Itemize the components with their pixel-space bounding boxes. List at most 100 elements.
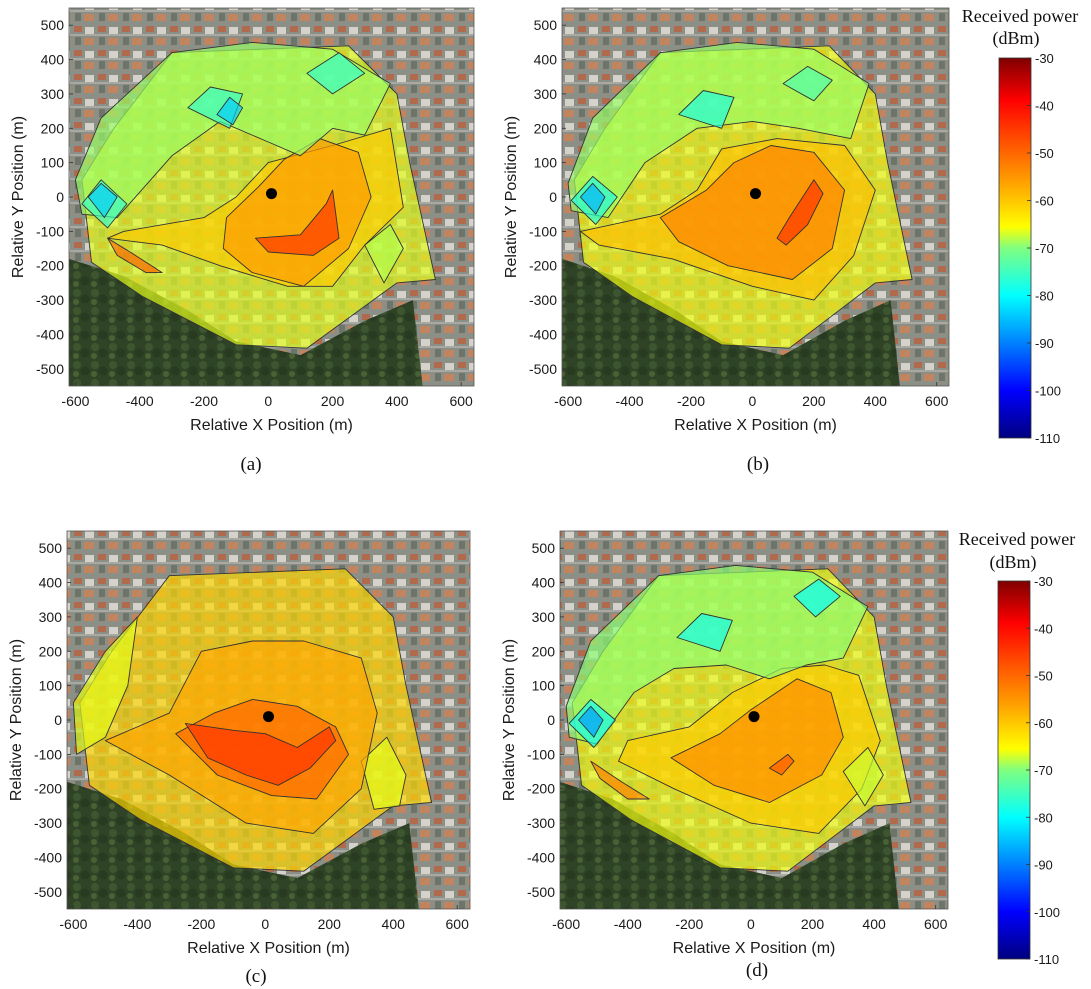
x-tick-label: 200 <box>318 916 342 932</box>
y-axis-label: Relative Y Position (m) <box>8 639 25 801</box>
contour-level-3 <box>776 179 824 246</box>
y-tick-label: 100 <box>534 155 558 171</box>
y-tick-label: 200 <box>39 643 63 659</box>
colorbar-title: Received power <box>959 529 1075 549</box>
x-tick-label: 600 <box>446 916 470 932</box>
y-tick-label: 0 <box>56 189 64 205</box>
contour-level-8 <box>306 52 366 95</box>
panels: -600 -400 -200 0 200 400 600 -500 -400 -300 -200 -1… <box>8 7 950 987</box>
panel-caption: (d) <box>746 960 768 981</box>
x-tick-label: -400 <box>616 393 644 409</box>
x-tick-label: 400 <box>864 393 888 409</box>
colorbar-unit: (dBm) <box>990 552 1037 573</box>
colorbar-tick-label: -40 <box>1034 621 1053 636</box>
y-tick-label: -300 <box>529 292 557 308</box>
colorbar-tick-label: -50 <box>1035 146 1054 161</box>
panel-d: -600 -400 -200 0 200 400 600 -500 -400 -300 -200 -1… <box>501 530 949 981</box>
y-tick-label: 100 <box>39 678 63 694</box>
y-tick-label: 200 <box>534 120 558 136</box>
y-axis-label: Relative Y Position (m) <box>10 116 27 278</box>
colorbar-gradient <box>997 580 1031 960</box>
colorbar-tick-label: -70 <box>1034 763 1053 778</box>
contour-level-3 <box>768 753 795 776</box>
y-tick-label: 100 <box>532 678 556 694</box>
y-tick-label: -400 <box>34 849 62 865</box>
y-tick-label: 500 <box>534 17 558 33</box>
colorbar-tick-label: -60 <box>1035 194 1054 209</box>
y-tick-label: 500 <box>532 540 556 556</box>
x-tick-label: -400 <box>614 916 642 932</box>
x-tick-label: 400 <box>382 916 406 932</box>
panel-caption: (b) <box>747 454 769 475</box>
y-tick-label: -400 <box>529 326 557 342</box>
contour-level-2 <box>670 678 844 803</box>
forest-area <box>67 781 419 909</box>
contour-level-8 <box>793 578 841 618</box>
y-tick-label: 300 <box>39 609 63 625</box>
colorbar-tick-label: -40 <box>1035 99 1054 114</box>
x-axis-label: Relative X Position (m) <box>673 940 836 957</box>
contour-level-4 <box>590 760 650 800</box>
contour-level-1 <box>72 616 138 755</box>
contour-level-9 <box>87 182 118 219</box>
y-tick-label: -300 <box>36 292 64 308</box>
y-axis-label: Relative Y Position (m) <box>503 116 520 278</box>
colorbar-tick-label: -80 <box>1034 810 1053 825</box>
y-tick-label: 0 <box>549 189 557 205</box>
x-tick-label: 0 <box>261 916 269 932</box>
y-tick-label: 300 <box>534 86 558 102</box>
y-tick-label: 0 <box>547 712 555 728</box>
y-tick-label: -500 <box>34 884 62 900</box>
y-tick-label: -300 <box>34 815 62 831</box>
y-tick-label: 0 <box>54 712 62 728</box>
y-tick-label: -100 <box>34 746 62 762</box>
contour-level-8 <box>579 182 606 215</box>
y-tick-label: -200 <box>529 258 557 274</box>
colorbar-title: Received power <box>962 6 1078 26</box>
colorbar-tick-label: -30 <box>1034 574 1053 589</box>
contour-level-10 <box>842 747 884 807</box>
x-tick-label: -200 <box>677 393 705 409</box>
y-tick-label: 200 <box>41 120 65 136</box>
transmitter-marker <box>266 188 277 200</box>
y-tick-label: -100 <box>529 223 557 239</box>
contour-level-5 <box>74 41 391 219</box>
colorbar-tick-label: -60 <box>1034 716 1053 731</box>
x-axis-label: Relative X Position (m) <box>190 417 353 434</box>
x-tick-label: -200 <box>190 393 218 409</box>
colorbars: Received power(dBm)-30-40-50-60-70-80-90… <box>959 6 1078 967</box>
y-axis-label: Relative Y Position (m) <box>501 639 518 801</box>
y-tick-label: -200 <box>36 258 64 274</box>
colorbar-tick-label: -100 <box>1034 905 1060 920</box>
contour-level-2 <box>222 138 372 287</box>
x-tick-label: -400 <box>126 393 154 409</box>
x-tick-label: -400 <box>123 916 151 932</box>
panel-caption: (a) <box>240 454 261 475</box>
y-tick-label: 300 <box>532 609 556 625</box>
x-tick-label: 0 <box>749 393 757 409</box>
contour-level-7 <box>782 65 833 102</box>
y-tick-label: -200 <box>34 781 62 797</box>
x-tick-label: -200 <box>675 916 703 932</box>
x-tick-label: -600 <box>552 916 580 932</box>
y-tick-label: -100 <box>527 746 555 762</box>
colorbar-tick-label: -70 <box>1035 241 1054 256</box>
x-axis-label: Relative X Position (m) <box>674 417 837 434</box>
contour-layers <box>565 564 912 872</box>
contour-level-7 <box>676 613 733 652</box>
contour-level-2 <box>659 145 846 280</box>
contour-level-11 <box>364 224 404 284</box>
y-tick-label: -400 <box>527 849 555 865</box>
y-tick-label: -500 <box>527 884 555 900</box>
x-tick-label: -600 <box>59 916 87 932</box>
contour-level-5 <box>184 722 337 786</box>
forest-area <box>562 258 900 386</box>
colorbar-tick-label: -50 <box>1034 669 1053 684</box>
y-tick-label: 400 <box>532 575 556 591</box>
x-tick-label: 400 <box>862 916 886 932</box>
colorbar-unit: (dBm) <box>993 28 1040 49</box>
y-tick-label: 500 <box>39 540 63 556</box>
contour-layers <box>74 41 436 349</box>
x-tick-label: -600 <box>61 393 89 409</box>
contour-level-3 <box>254 189 340 256</box>
